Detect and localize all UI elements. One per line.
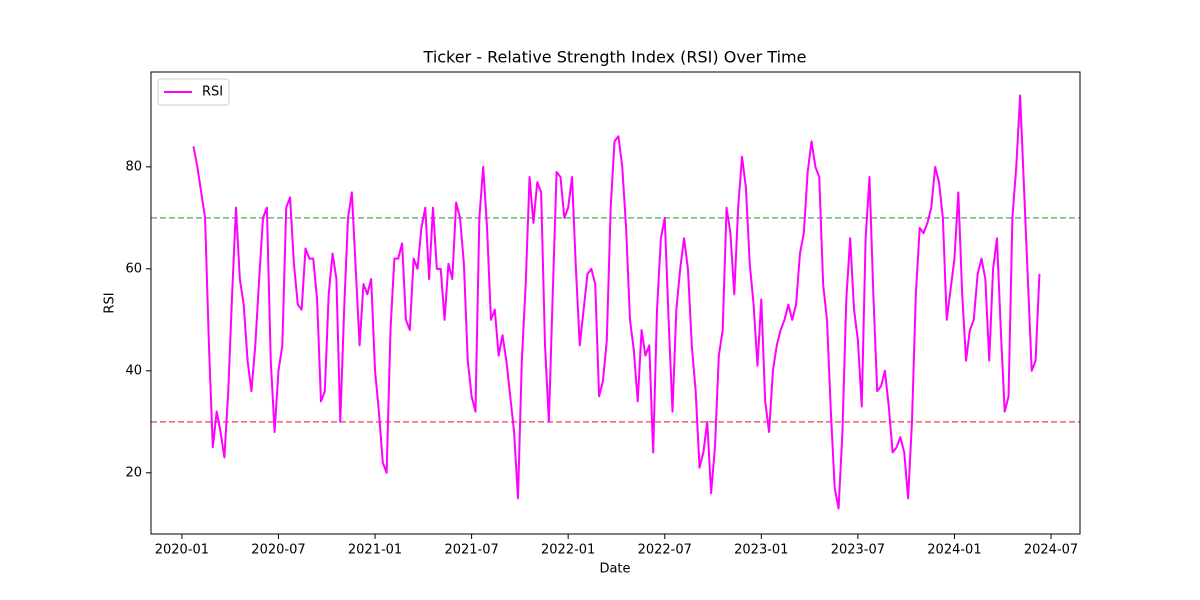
x-axis-label: Date	[599, 562, 630, 577]
rsi-line	[192, 94, 1041, 510]
legend: RSI	[157, 78, 230, 106]
x-tick-label: 2021-07	[444, 543, 498, 558]
y-axis-label: RSI	[103, 292, 118, 313]
x-tick-label: 2020-07	[251, 543, 305, 558]
y-tick-label: 80	[125, 159, 142, 174]
x-tick-label: 2024-07	[1024, 543, 1078, 558]
x-tick-label: 2023-07	[831, 543, 885, 558]
plot-frame	[150, 71, 1081, 535]
y-tick-label: 60	[125, 261, 142, 276]
x-tick-label: 2024-01	[927, 543, 981, 558]
x-tick-label: 2023-01	[734, 543, 788, 558]
legend-label: RSI	[202, 85, 223, 100]
legend-box	[157, 78, 230, 106]
x-tick-label: 2022-07	[638, 543, 692, 558]
chart-title: Ticker - Relative Strength Index (RSI) O…	[423, 48, 807, 67]
x-tick-label: 2022-01	[541, 543, 595, 558]
x-tick-label: 2020-01	[155, 543, 209, 558]
y-tick-label: 40	[125, 363, 142, 378]
y-tick-label: 20	[125, 465, 142, 480]
x-tick-label: 2021-01	[348, 543, 402, 558]
